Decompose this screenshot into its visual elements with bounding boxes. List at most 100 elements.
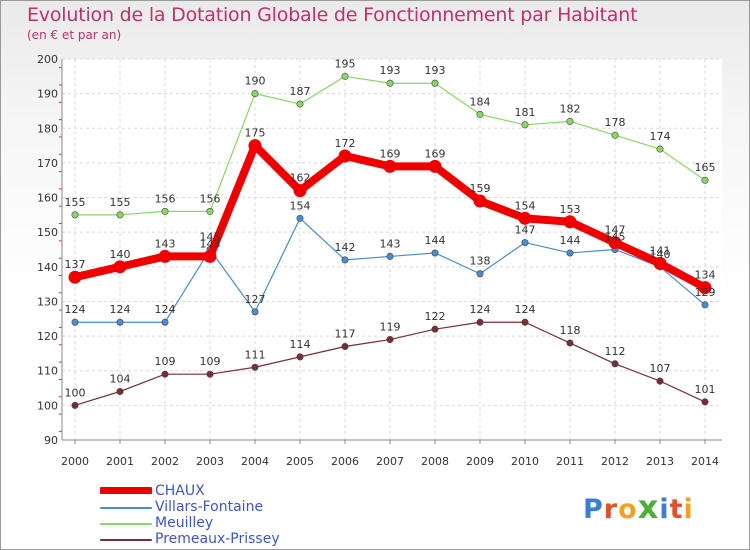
chart-subtitle: (en € et par an) bbox=[27, 28, 122, 42]
data-point-chaux bbox=[653, 256, 667, 270]
x-tick-label: 2011 bbox=[556, 455, 584, 468]
data-label-chaux: 134 bbox=[695, 269, 716, 282]
x-tick-label: 2012 bbox=[601, 455, 629, 468]
x-tick-label: 2004 bbox=[241, 455, 269, 468]
data-label-premeaux-prissey: 119 bbox=[380, 321, 401, 334]
data-point-premeaux-prissey bbox=[341, 342, 349, 350]
y-tick-label: 180 bbox=[37, 122, 58, 135]
x-tick-label: 2006 bbox=[331, 455, 359, 468]
data-point-meuilley bbox=[296, 100, 304, 108]
data-point-villars-fontaine bbox=[341, 256, 349, 264]
data-point-meuilley bbox=[701, 176, 709, 184]
data-point-meuilley bbox=[341, 72, 349, 80]
data-point-premeaux-prissey bbox=[206, 370, 214, 378]
y-tick-label: 130 bbox=[37, 295, 58, 308]
y-tick-label: 100 bbox=[37, 399, 58, 412]
x-tick-label: 2008 bbox=[421, 455, 449, 468]
data-label-chaux: 169 bbox=[425, 147, 446, 160]
data-point-premeaux-prissey bbox=[476, 318, 484, 326]
data-point-premeaux-prissey bbox=[656, 377, 664, 385]
data-label-premeaux-prissey: 114 bbox=[290, 338, 311, 351]
data-point-chaux bbox=[428, 159, 442, 173]
data-label-villars-fontaine: 138 bbox=[470, 255, 491, 268]
data-point-premeaux-prissey bbox=[701, 398, 709, 406]
logo-letter: r bbox=[603, 494, 619, 525]
data-point-villars-fontaine bbox=[71, 318, 79, 326]
data-label-meuilley: 156 bbox=[155, 192, 176, 205]
data-label-meuilley: 174 bbox=[650, 130, 671, 143]
data-point-meuilley bbox=[206, 207, 214, 215]
y-tick-label: 170 bbox=[37, 157, 58, 170]
data-point-meuilley bbox=[566, 117, 574, 125]
data-point-meuilley bbox=[431, 79, 439, 87]
data-point-meuilley bbox=[161, 207, 169, 215]
x-tick-label: 2013 bbox=[646, 455, 674, 468]
data-label-chaux: 143 bbox=[200, 237, 221, 250]
y-tick-label: 90 bbox=[44, 434, 58, 447]
y-tick-label: 160 bbox=[37, 192, 58, 205]
data-point-premeaux-prissey bbox=[71, 401, 79, 409]
legend-swatch bbox=[100, 507, 152, 509]
data-point-premeaux-prissey bbox=[251, 363, 259, 371]
x-tick-label: 2009 bbox=[466, 455, 494, 468]
y-tick-label: 190 bbox=[37, 88, 58, 101]
data-point-meuilley bbox=[71, 211, 79, 219]
data-point-premeaux-prissey bbox=[431, 325, 439, 333]
legend-label: CHAUX bbox=[155, 483, 205, 499]
x-tick-label: 2007 bbox=[376, 455, 404, 468]
x-tick-label: 2002 bbox=[151, 455, 179, 468]
data-label-premeaux-prissey: 111 bbox=[245, 348, 266, 361]
data-label-meuilley: 182 bbox=[560, 102, 581, 115]
data-label-premeaux-prissey: 117 bbox=[335, 327, 356, 340]
data-point-premeaux-prissey bbox=[116, 388, 124, 396]
data-label-premeaux-prissey: 100 bbox=[65, 386, 86, 399]
y-tick-label: 150 bbox=[37, 226, 58, 239]
data-point-villars-fontaine bbox=[701, 301, 709, 309]
data-point-premeaux-prissey bbox=[611, 360, 619, 368]
data-label-meuilley: 155 bbox=[110, 196, 131, 209]
data-label-chaux: 137 bbox=[65, 258, 86, 271]
logo-letter: P bbox=[583, 494, 604, 525]
data-point-chaux bbox=[113, 260, 127, 274]
data-point-chaux bbox=[518, 211, 532, 225]
data-label-villars-fontaine: 145 bbox=[200, 231, 221, 244]
data-label-premeaux-prissey: 107 bbox=[650, 362, 671, 375]
data-label-meuilley: 193 bbox=[380, 64, 401, 77]
data-label-meuilley: 187 bbox=[290, 85, 311, 98]
data-point-meuilley bbox=[116, 211, 124, 219]
data-label-premeaux-prissey: 124 bbox=[515, 303, 536, 316]
data-point-chaux bbox=[473, 194, 487, 208]
y-tick-label: 120 bbox=[37, 330, 58, 343]
x-tick-label: 2014 bbox=[691, 455, 719, 468]
data-label-premeaux-prissey: 101 bbox=[695, 383, 716, 396]
data-label-chaux: 140 bbox=[110, 248, 131, 261]
data-point-chaux bbox=[608, 236, 622, 250]
data-point-meuilley bbox=[251, 90, 259, 98]
data-label-meuilley: 165 bbox=[695, 161, 716, 174]
data-label-premeaux-prissey: 124 bbox=[470, 303, 491, 316]
data-label-chaux: 147 bbox=[605, 224, 626, 237]
x-tick-label: 2000 bbox=[61, 455, 89, 468]
data-label-chaux: 154 bbox=[515, 199, 536, 212]
legend-label: Premeaux-Prissey bbox=[155, 531, 280, 547]
data-point-meuilley bbox=[476, 110, 484, 118]
data-point-chaux bbox=[383, 159, 397, 173]
data-point-meuilley bbox=[386, 79, 394, 87]
data-point-chaux bbox=[698, 281, 712, 295]
legend-swatch bbox=[100, 487, 152, 494]
data-label-chaux: 175 bbox=[245, 127, 266, 140]
data-label-villars-fontaine: 144 bbox=[560, 234, 581, 247]
data-label-chaux: 172 bbox=[335, 137, 356, 150]
logo-letter: i bbox=[683, 494, 694, 525]
data-label-villars-fontaine: 127 bbox=[245, 293, 266, 306]
x-tick-label: 2003 bbox=[196, 455, 224, 468]
logo-letter: o bbox=[618, 494, 638, 525]
data-point-premeaux-prissey bbox=[161, 370, 169, 378]
data-label-chaux: 153 bbox=[560, 203, 581, 216]
data-label-meuilley: 195 bbox=[335, 57, 356, 70]
logo-letter: i bbox=[659, 494, 670, 525]
legend-label: Villars-Fontaine bbox=[155, 499, 264, 515]
x-tick-label: 2001 bbox=[106, 455, 134, 468]
data-label-villars-fontaine: 143 bbox=[380, 237, 401, 250]
